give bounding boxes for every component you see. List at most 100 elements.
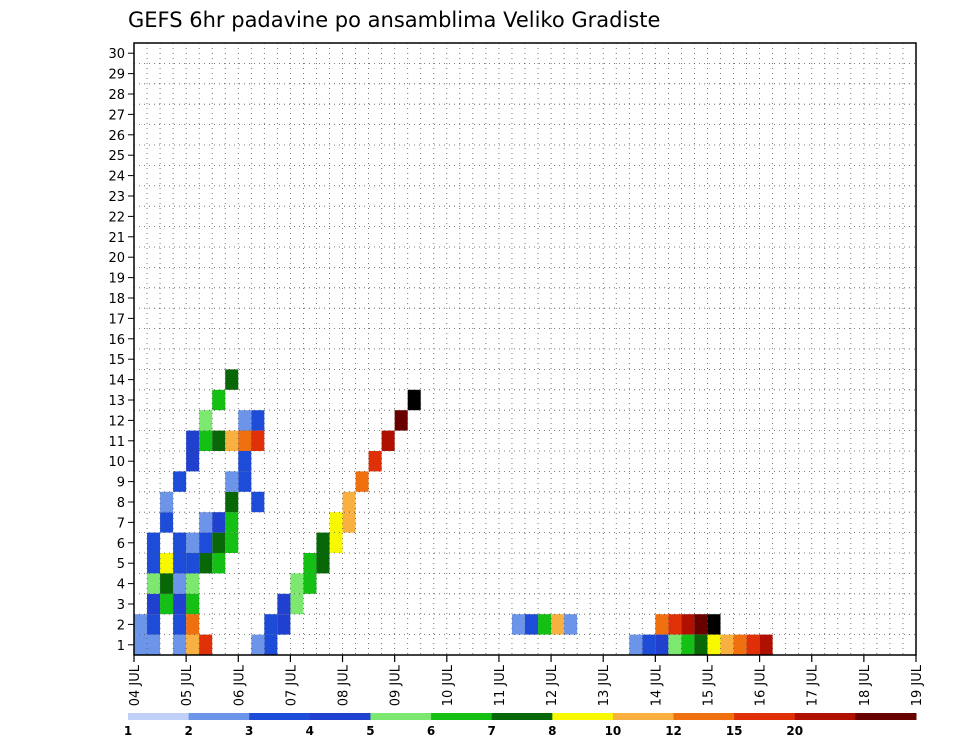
heatmap-cell (173, 553, 187, 574)
colorbar-swatch (309, 713, 371, 720)
heatmap-cell (368, 451, 382, 472)
y-tick-label: 4 (117, 578, 125, 593)
colorbar-label: 7 (488, 724, 496, 738)
heatmap-cell (147, 614, 161, 635)
heatmap-cell (160, 553, 174, 574)
heatmap-cell (199, 512, 213, 533)
heatmap-cell (564, 614, 578, 635)
x-tick-label: 19 JUL (910, 664, 925, 706)
heatmap-cell (147, 553, 161, 574)
heatmap-cell (134, 614, 148, 635)
heatmap-cell (694, 634, 708, 655)
colorbar-label: 5 (366, 724, 374, 738)
heatmap-cell (329, 512, 343, 533)
heatmap-cell (212, 512, 226, 533)
heatmap-cell (199, 553, 213, 574)
heatmap-cell (629, 634, 643, 655)
y-tick-label: 25 (108, 149, 125, 164)
y-tick-label: 20 (108, 251, 125, 266)
x-tick-label: 05 JUL (180, 664, 195, 706)
x-tick-label: 12 JUL (545, 664, 560, 706)
y-tick-label: 8 (117, 496, 125, 511)
colorbar-label: 10 (605, 724, 622, 738)
heatmap-cell (225, 532, 239, 553)
y-tick-label: 30 (108, 47, 125, 62)
colorbar-label: 20 (786, 724, 803, 738)
colorbar-swatch (128, 713, 190, 720)
colorbar-swatch (552, 713, 614, 720)
colorbar-swatch (734, 713, 796, 720)
y-tick-label: 13 (108, 394, 125, 409)
heatmap-cell (212, 389, 226, 411)
heatmap-cell (355, 471, 369, 492)
heatmap-cell (668, 614, 682, 635)
heatmap-cell (342, 491, 356, 513)
colorbar-label: 15 (726, 724, 743, 738)
heatmap-cell (147, 634, 161, 655)
heatmap-cell (225, 491, 239, 513)
heatmap-cell (381, 430, 395, 451)
heatmap-cell (746, 634, 760, 655)
y-tick-label: 23 (108, 190, 125, 205)
heatmap-cell (186, 614, 200, 635)
x-tick-label: 04 JUL (128, 664, 143, 706)
heatmap-cell (759, 634, 773, 655)
colorbar-label: 2 (184, 724, 192, 738)
x-tick-label: 06 JUL (232, 664, 247, 706)
colorbar-swatch (855, 713, 917, 720)
x-tick-label: 08 JUL (337, 664, 352, 706)
heatmap-cell (290, 573, 304, 594)
heatmap-cell (225, 512, 239, 533)
colorbar-label: 4 (306, 724, 314, 738)
heatmap-cell (186, 532, 200, 553)
heatmap-cell (186, 573, 200, 594)
heatmap-cell (551, 614, 565, 635)
heatmap-cell (251, 634, 265, 655)
x-tick-label: 09 JUL (389, 664, 404, 706)
heatmap-cell (212, 532, 226, 553)
heatmap-cell (134, 634, 148, 655)
y-tick-label: 17 (108, 312, 125, 327)
heatmap-cell (199, 430, 213, 451)
colorbar-swatch (794, 713, 856, 720)
heatmap-cell (538, 614, 552, 635)
x-axis: 04 JUL 05 JUL 06 JUL 07 JUL 08 JUL 09 JUL 10 J… (128, 655, 925, 706)
x-tick-label: 15 JUL (701, 664, 716, 706)
y-tick-label: 5 (117, 557, 125, 572)
heatmap-cell (342, 512, 356, 533)
colorbar-swatch (249, 713, 311, 720)
y-tick-label: 21 (108, 231, 125, 246)
heatmap-cell (707, 634, 721, 655)
colorbar-label: 6 (427, 724, 435, 738)
colorbar-label: 3 (245, 724, 253, 738)
y-tick-label: 18 (108, 292, 125, 307)
y-tick-label: 19 (108, 272, 125, 287)
heatmap-cell (394, 410, 408, 431)
heatmap-cell (642, 634, 656, 655)
y-tick-label: 7 (117, 516, 125, 531)
heatmap-cell (225, 369, 239, 390)
y-tick-label: 11 (108, 435, 125, 450)
y-tick-label: 12 (108, 414, 125, 429)
heatmap-cell (147, 593, 161, 615)
heatmap-cell (238, 430, 252, 451)
heatmap-cell (303, 553, 317, 574)
heatmap-cell (525, 614, 539, 635)
heatmap-cell (238, 451, 252, 472)
y-tick-label: 27 (108, 108, 125, 123)
heatmap-cell (199, 634, 213, 655)
heatmap-cell (225, 471, 239, 492)
heatmap-cell (173, 593, 187, 615)
heatmap-cell (251, 430, 265, 451)
y-tick-label: 14 (108, 374, 125, 389)
colorbar-label: 1 (124, 724, 132, 738)
heatmap-cell (720, 634, 734, 655)
heatmap-cell (251, 410, 265, 431)
cells-layer (134, 369, 773, 655)
x-tick-label: 07 JUL (284, 664, 299, 706)
y-tick-label: 1 (117, 639, 125, 654)
heatmap-cell (316, 532, 330, 553)
heatmap-cell (655, 634, 669, 655)
